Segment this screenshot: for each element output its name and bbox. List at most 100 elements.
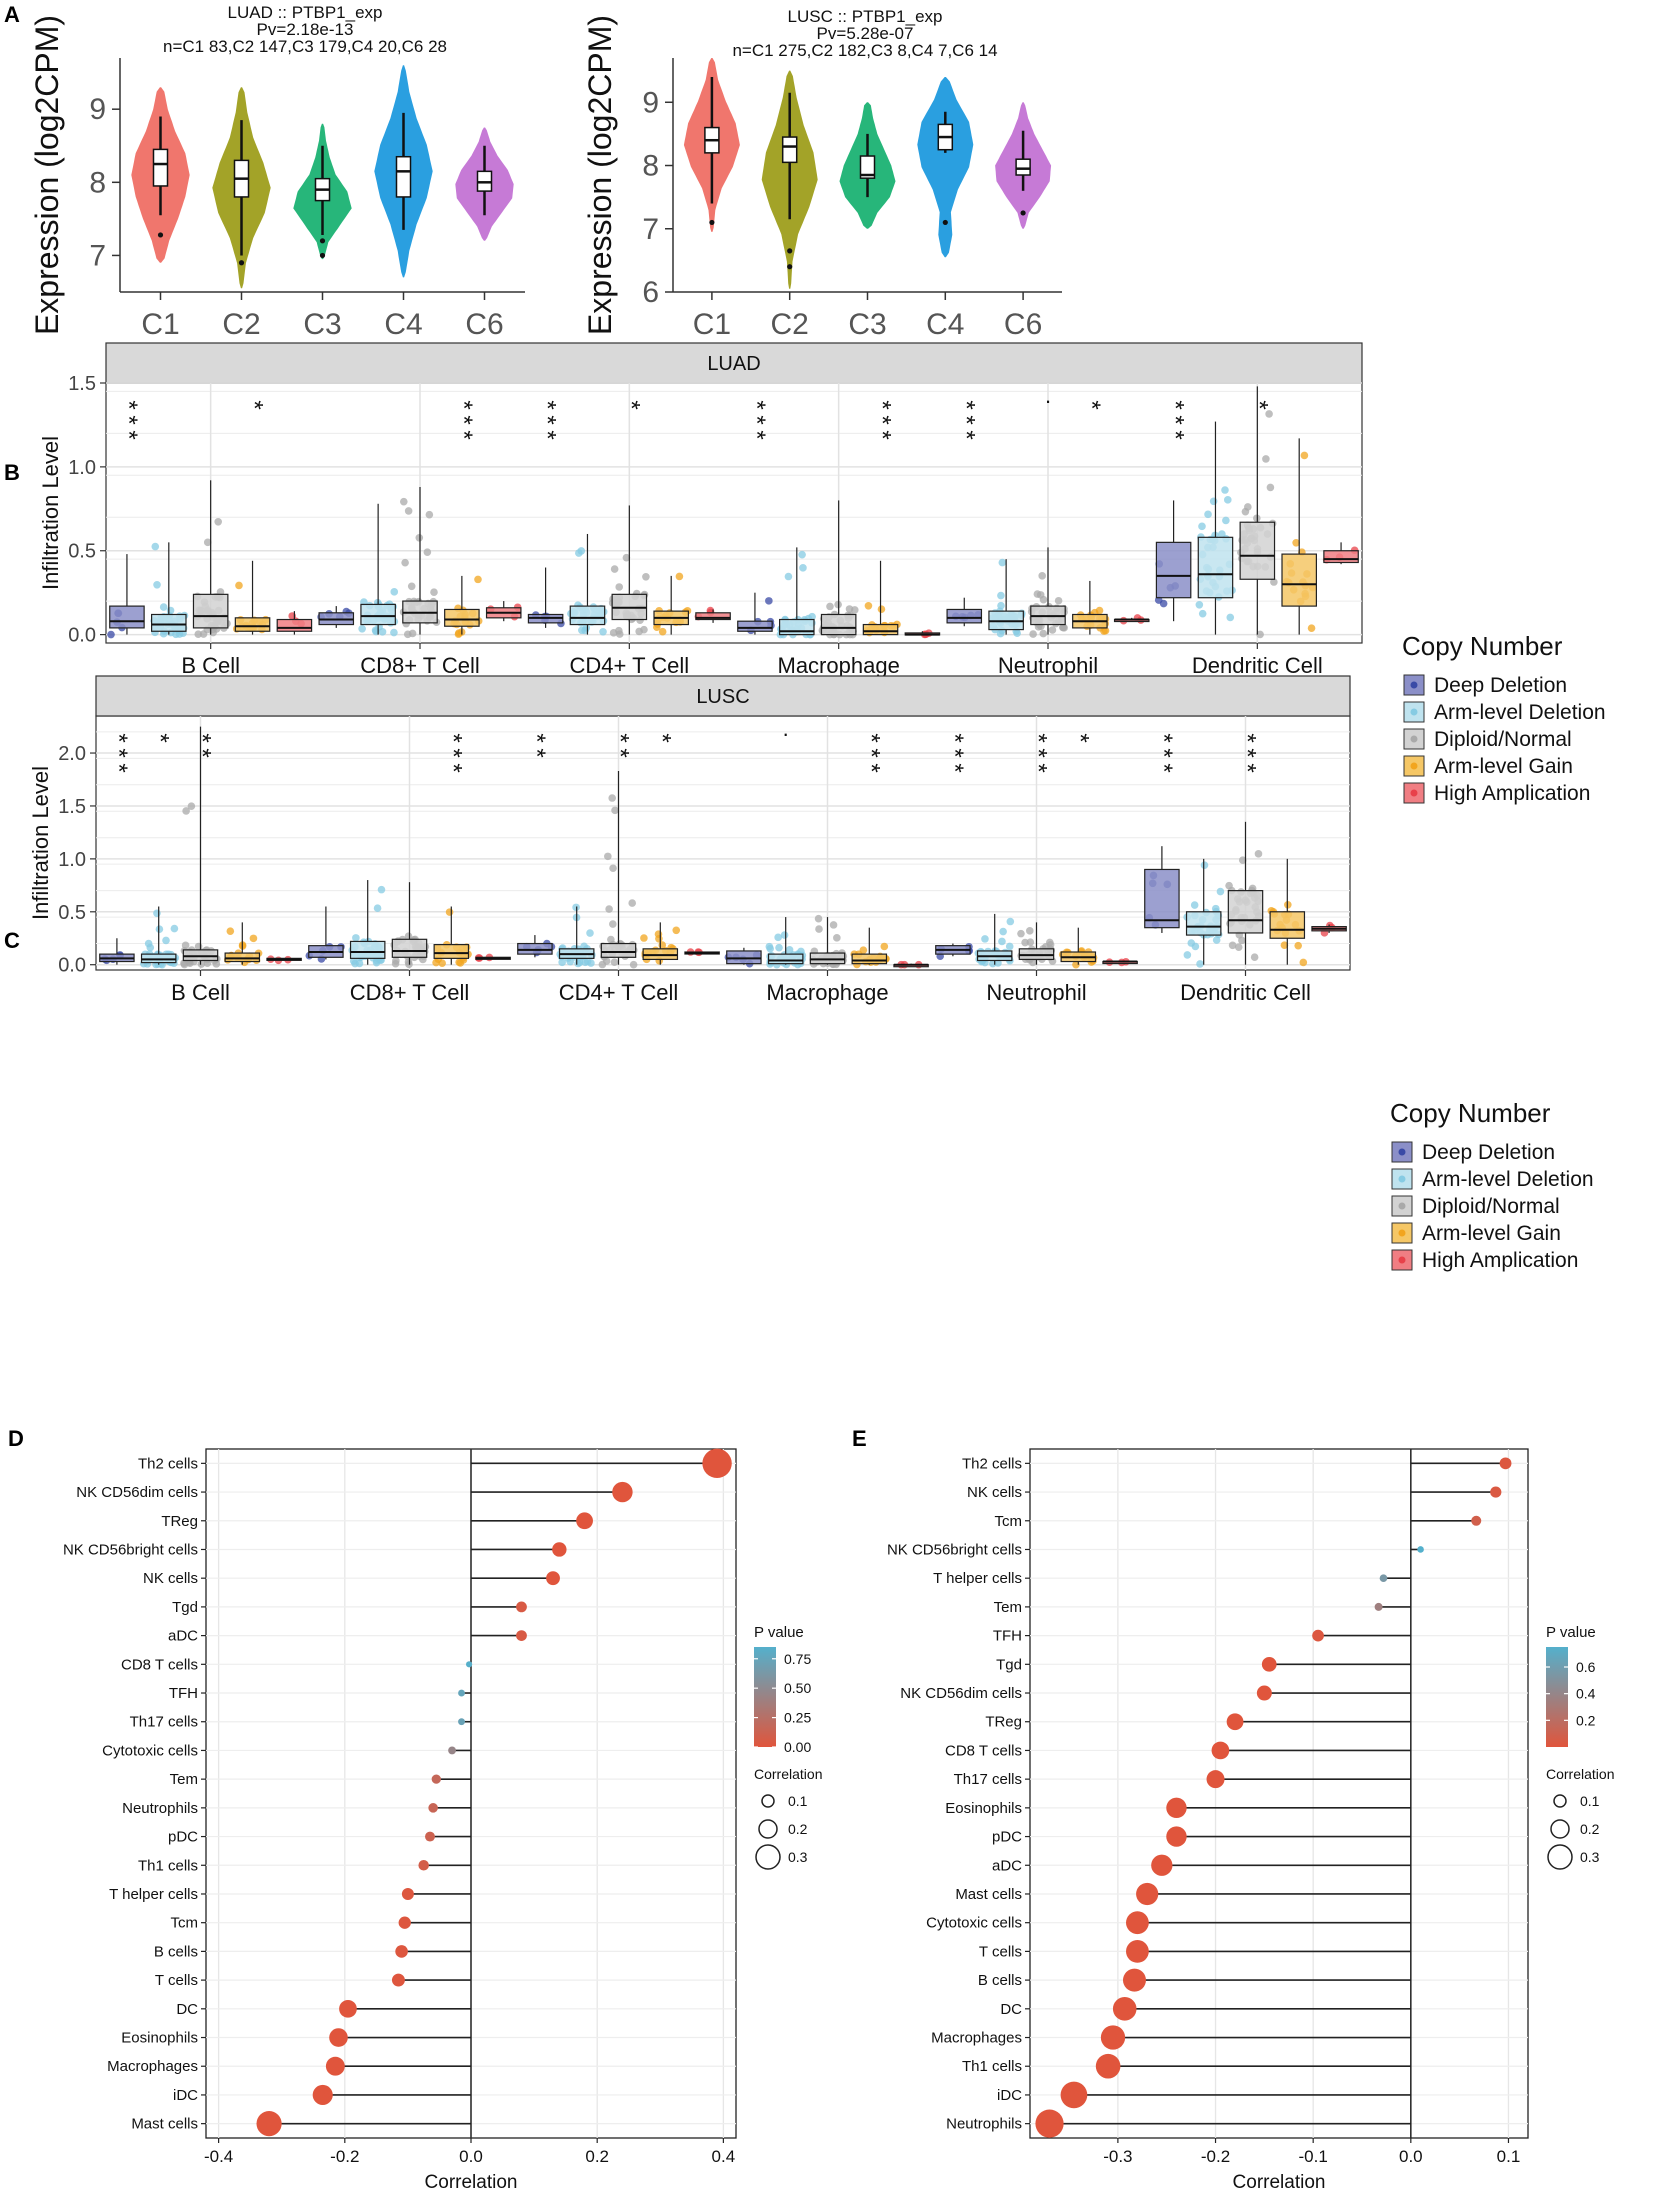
data-point (765, 942, 774, 951)
x-tick-label: C1 (693, 308, 731, 341)
y-tick-label: 2.0 (58, 743, 86, 765)
legend-label: Diploid/Normal (1434, 728, 1572, 751)
y-tick-label: 1.0 (58, 849, 86, 871)
data-point (799, 564, 807, 572)
data-point (425, 510, 434, 519)
lollipop-dot (428, 1803, 438, 1813)
data-point (474, 575, 482, 584)
data-point (605, 905, 613, 913)
x-tick-label: CD8+ T Cell (350, 980, 470, 1005)
data-point (826, 602, 834, 611)
data-point (1266, 483, 1275, 492)
significance-mark: * (1162, 415, 1189, 424)
lollipop-dot (1166, 1826, 1187, 1847)
y-tick-label: NK CD56bright cells (63, 1541, 198, 1558)
significance-mark: * (607, 748, 634, 757)
outlier-point (787, 264, 793, 270)
y-tick-label: Th2 cells (962, 1455, 1022, 1472)
box-diploid-normal (820, 613, 857, 636)
data-point (378, 628, 387, 636)
data-point (404, 932, 413, 940)
legend-dot (1398, 1229, 1406, 1237)
significance-mark: * (189, 748, 216, 757)
lollipop-dot (1211, 1741, 1230, 1760)
significance-mark: * (1162, 430, 1189, 439)
legend-label: Arm-level Gain (1434, 755, 1573, 778)
colorbar-label: 0.6 (1576, 1659, 1596, 1675)
lollipop-dot (516, 1630, 527, 1642)
lollipop-dot (401, 1887, 414, 1900)
significance-mark: * (523, 733, 550, 742)
y-tick-label: Tgd (172, 1599, 198, 1616)
y-axis-label: Infiltration Level (38, 436, 63, 590)
data-point (162, 936, 170, 945)
box-arm-level-deletion (779, 618, 815, 636)
significance-mark: * (1162, 400, 1189, 409)
significance-mark: * (115, 415, 142, 424)
data-point (607, 935, 615, 944)
colorbar-label: 0.25 (784, 1710, 811, 1726)
significance-mark: * (869, 430, 896, 439)
size-legend-circle (758, 1819, 778, 1839)
data-point (1212, 936, 1221, 944)
size-legend-label: 0.1 (1580, 1793, 1600, 1809)
y-tick-label: Tem (994, 1599, 1022, 1616)
data-point (155, 925, 164, 933)
lollipop-panel-E: Th2 cells NK cells Tcm NK CD56bright cells T… (887, 1448, 1614, 2193)
significance-mark: * (617, 400, 644, 409)
box-C2 (781, 136, 798, 164)
data-point (1244, 503, 1252, 511)
significance-mark: * (439, 763, 466, 772)
outlier-point (787, 248, 793, 254)
significance-mark: * (869, 415, 896, 424)
data-point (187, 802, 196, 811)
y-tick-label: Macrophages (107, 2058, 198, 2075)
y-tick-label: NK cells (143, 1570, 198, 1587)
data-point (373, 904, 382, 913)
panel-letter-b: B (4, 460, 20, 485)
lollipop-dot (1471, 1515, 1482, 1526)
data-point (377, 885, 386, 894)
y-tick-label: NK CD56bright cells (887, 1541, 1022, 1558)
data-point (423, 548, 432, 556)
y-tick-label: Neutrophils (946, 2116, 1022, 2133)
lollipop-dot (339, 1999, 357, 2018)
data-point (675, 572, 684, 581)
data-point (808, 612, 816, 621)
data-point (672, 926, 681, 935)
x-tick-label: Dendritic Cell (1180, 980, 1311, 1005)
significance-mark: * (534, 400, 561, 409)
y-tick-label: TReg (985, 1714, 1022, 1731)
legend-label: High Amplication (1422, 1249, 1578, 1272)
significance-mark: * (857, 733, 884, 742)
size-legend-circle (761, 1794, 775, 1808)
y-tick-label: Mast cells (131, 2116, 198, 2133)
data-point (1262, 455, 1270, 463)
lollipop-dot (325, 2056, 345, 2076)
box-arm-level-deletion (360, 603, 396, 626)
chart-title-line: Pv=2.18e-13 (257, 20, 354, 39)
chart-title-line: LUSC :: PTBP1_exp (788, 7, 943, 26)
legend-pvalue-title: P value (1546, 1624, 1596, 1641)
significance-mark: * (952, 400, 979, 409)
data-point (785, 945, 794, 954)
x-tick-label: C2 (222, 308, 260, 341)
box-diploid-normal (600, 942, 637, 958)
y-tick-label: pDC (168, 1829, 198, 1846)
x-tick-label: 0.4 (712, 2147, 736, 2166)
legend-dot (1398, 1202, 1406, 1210)
lollipop-dot (1151, 1854, 1173, 1876)
legend-label: Deep Deletion (1422, 1141, 1555, 1164)
box-C1 (152, 148, 169, 187)
data-point (390, 628, 398, 637)
lollipop-dot (395, 1945, 408, 1958)
data-point (352, 934, 360, 942)
x-tick-label: -0.1 (1299, 2147, 1328, 2166)
lollipop-dot (1312, 1629, 1324, 1642)
strip-label: LUSC (696, 686, 749, 708)
data-point (609, 864, 617, 873)
data-point (640, 934, 648, 942)
legend-dot (1410, 708, 1418, 716)
